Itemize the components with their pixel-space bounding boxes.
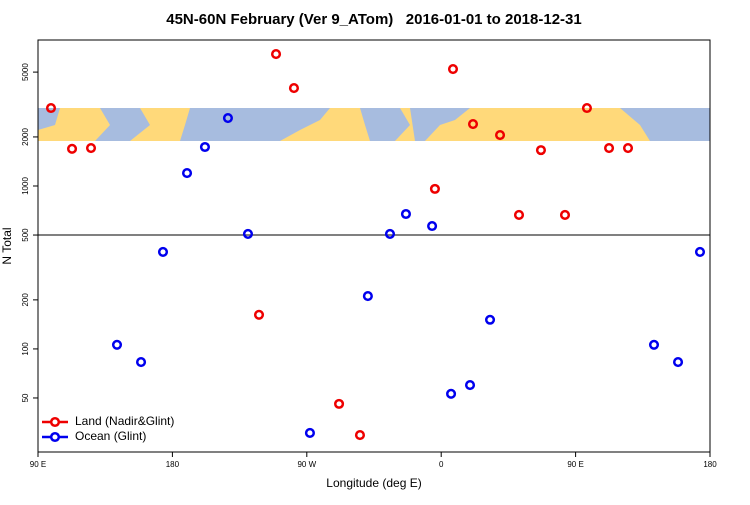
- point: [604, 142, 615, 154]
- y-tick-label: 200: [21, 293, 30, 307]
- point: [242, 228, 254, 239]
- point: [694, 246, 706, 257]
- point: [270, 49, 282, 60]
- y-tick-label: 5000: [21, 63, 30, 81]
- map-strip: [38, 108, 710, 141]
- point: [157, 246, 169, 257]
- y-tick-label: 1000: [21, 177, 30, 195]
- x-tick-label: 90 E: [30, 460, 46, 469]
- y-tick-label: 2000: [21, 127, 30, 145]
- point: [446, 388, 457, 399]
- x-tick-label: 90 E: [567, 460, 583, 469]
- point: [464, 380, 476, 391]
- x-tick-label: 180: [703, 460, 717, 469]
- point: [111, 339, 123, 350]
- legend-label: Land (Nadir&Glint): [75, 414, 174, 428]
- x-tick-label: 90 W: [297, 460, 316, 469]
- point: [559, 209, 571, 221]
- legend-marker: [49, 431, 61, 443]
- x-tick-label: 0: [439, 460, 444, 469]
- point: [288, 83, 300, 94]
- point: [622, 142, 634, 154]
- point: [427, 220, 438, 232]
- point: [334, 398, 345, 409]
- y-tick-label: 500: [21, 228, 30, 242]
- point: [400, 208, 412, 220]
- point: [484, 314, 496, 325]
- point: [304, 427, 315, 438]
- legend-marker: [49, 416, 61, 428]
- point: [354, 430, 366, 441]
- point: [467, 118, 479, 130]
- point: [362, 291, 373, 302]
- point: [672, 357, 684, 368]
- y-axis-label: N Total: [0, 227, 14, 264]
- chart-title: 45N-60N February (Ver 9_ATom) 2016-01-01…: [166, 11, 581, 28]
- point: [45, 102, 57, 114]
- point: [581, 102, 592, 114]
- point: [135, 357, 147, 368]
- point: [494, 129, 506, 141]
- point: [66, 143, 78, 154]
- point: [222, 112, 234, 124]
- point: [429, 183, 440, 194]
- point: [447, 64, 459, 75]
- x-tick-label: 180: [166, 460, 180, 469]
- point: [85, 142, 97, 154]
- point: [181, 168, 193, 179]
- point: [513, 209, 525, 221]
- legend-label: Ocean (Glint): [75, 429, 146, 443]
- plot-frame: [37, 39, 711, 453]
- y-tick-label: 100: [21, 342, 30, 356]
- point: [199, 141, 211, 153]
- point: [648, 339, 660, 350]
- point: [253, 309, 265, 320]
- y-tick-label: 50: [21, 393, 30, 402]
- point: [384, 228, 396, 239]
- point: [535, 145, 547, 156]
- x-axis-label: Longitude (deg E): [326, 476, 421, 490]
